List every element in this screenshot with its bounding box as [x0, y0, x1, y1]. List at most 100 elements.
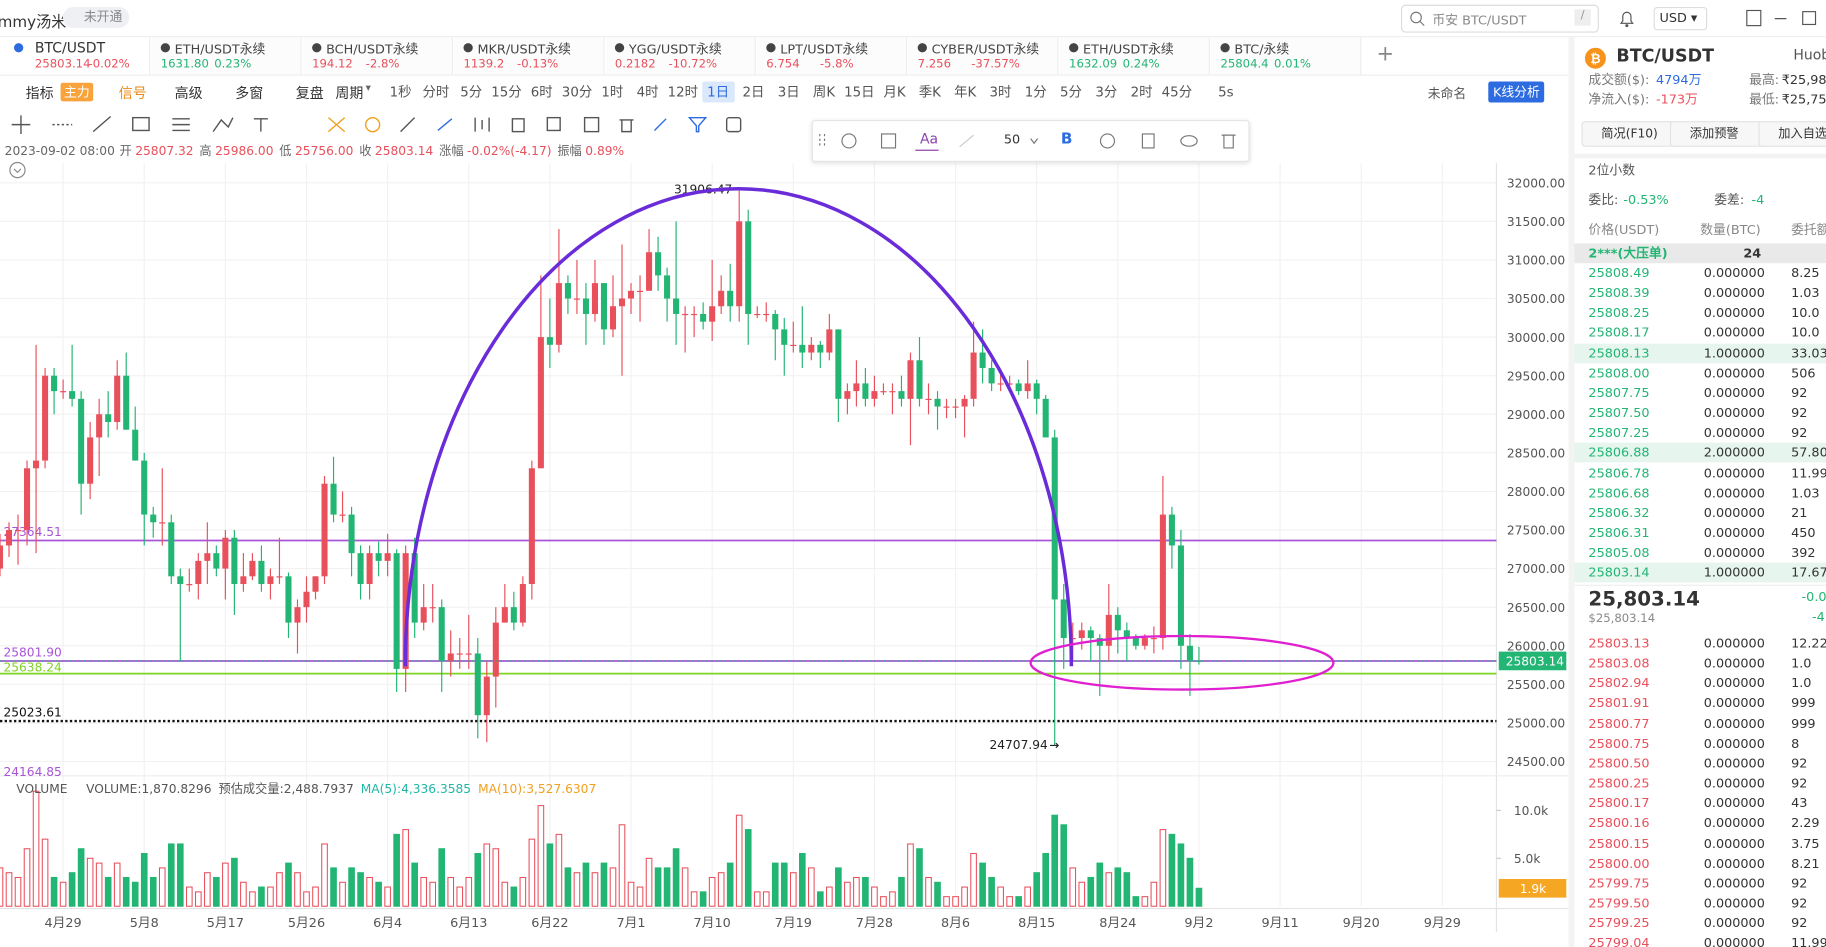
fl-line[interactable] [959, 134, 974, 148]
book-price[interactable]: 25799.25 [1588, 915, 1650, 931]
tab[interactable]: BCH/USDT永续 194.12 -2.8% [302, 37, 454, 75]
tool-rect[interactable] [132, 116, 150, 132]
period[interactable]: 3时 [989, 83, 1012, 101]
tool-delete[interactable] [619, 119, 634, 133]
tool-wave[interactable] [212, 117, 234, 133]
user-name[interactable]: mmy汤米 [0, 13, 67, 32]
book-price[interactable]: 25808.13 [1588, 345, 1650, 361]
book-price[interactable]: 25808.00 [1588, 365, 1650, 381]
period[interactable]: 2日 [742, 83, 765, 101]
period[interactable]: 5分 [1060, 83, 1082, 101]
panel-button[interactable]: 添加预警 [1669, 121, 1773, 147]
currency-select[interactable]: USD ▾ [1653, 6, 1708, 31]
badge[interactable]: 未开通 [62, 6, 130, 28]
fl-bold[interactable]: B [1060, 130, 1073, 148]
toolbar-right[interactable]: K线分析 [1488, 81, 1545, 103]
fl-size-arrow[interactable] [1030, 138, 1039, 145]
tool-sync[interactable] [725, 116, 742, 133]
period[interactable]: 季K [918, 83, 941, 101]
period[interactable]: 12时 [667, 83, 699, 101]
tab[interactable]: CYBER/USDT永续 7.256 -37.57% [908, 37, 1059, 75]
fl-font[interactable]: Aa [919, 130, 939, 147]
period[interactable]: 3分 [1095, 83, 1118, 101]
book-price[interactable]: 25800.00 [1588, 855, 1650, 871]
panel-button[interactable]: 简况(F10) [1581, 121, 1684, 147]
tab[interactable]: ETH/USDT永续 1631.80 0.23% [151, 37, 302, 75]
tab[interactable]: ETH/USDT永续 1632.09 0.24% [1059, 37, 1210, 75]
book-price[interactable]: 25800.17 [1588, 795, 1650, 811]
fl-visible[interactable] [1180, 135, 1198, 147]
precision[interactable]: 2位小数 [1588, 163, 1636, 179]
tool-ruler[interactable] [400, 117, 416, 133]
book-price[interactable]: 25801.91 [1588, 695, 1650, 712]
period[interactable]: 分时 [422, 83, 450, 101]
period[interactable]: 1时 [601, 83, 624, 101]
drag-handle[interactable] [819, 133, 826, 148]
tool-fib[interactable] [172, 118, 190, 132]
fl-template[interactable] [841, 133, 857, 149]
book-price[interactable]: 25806.31 [1588, 525, 1650, 541]
fl-lock[interactable] [1141, 133, 1155, 149]
book-price[interactable]: 25805.08 [1588, 545, 1650, 561]
tool-edit[interactable] [583, 116, 600, 133]
book-price[interactable]: 25800.75 [1588, 735, 1650, 752]
toolbar-item[interactable]: 指标 [25, 85, 54, 102]
tool-pen[interactable] [437, 118, 453, 131]
period[interactable]: 周K [812, 83, 836, 101]
book-price[interactable]: 25800.25 [1588, 775, 1650, 791]
fl-delete[interactable] [1221, 134, 1236, 149]
period[interactable]: 1分 [1024, 83, 1047, 101]
toolbar-right[interactable]: 未命名 [1427, 86, 1467, 102]
book-price[interactable]: 25800.77 [1588, 715, 1650, 732]
period[interactable]: 4时 [636, 83, 659, 101]
tool-copy[interactable] [546, 116, 561, 132]
period[interactable]: 30分 [561, 83, 593, 101]
fl-size[interactable]: 50 [1003, 131, 1021, 147]
period[interactable]: 2时 [1130, 83, 1153, 101]
book-price[interactable]: 25802.94 [1588, 675, 1650, 692]
book-price[interactable]: 25806.68 [1588, 485, 1650, 501]
book-price[interactable]: 25806.88 [1588, 445, 1650, 461]
bell-icon[interactable] [1616, 8, 1637, 29]
toolbar-item[interactable]: 主力 [60, 82, 94, 102]
period[interactable]: 5分 [460, 83, 483, 101]
tool-text[interactable] [253, 118, 268, 132]
tool-trend[interactable] [92, 115, 112, 133]
book-price[interactable]: 25807.50 [1588, 405, 1650, 421]
book-price[interactable]: 25808.17 [1588, 325, 1650, 341]
book-price[interactable]: 25799.75 [1588, 875, 1650, 891]
add-tab[interactable]: + [1376, 41, 1395, 67]
period[interactable]: 6时 [530, 83, 553, 101]
book-price[interactable]: 25800.16 [1588, 815, 1650, 831]
period[interactable]: 3日 [777, 83, 800, 101]
book-price[interactable]: 25803.14 [1588, 565, 1650, 581]
panel-button[interactable]: 加入自选 [1758, 121, 1826, 147]
tool-candle[interactable] [474, 117, 490, 132]
book-price[interactable]: 25808.49 [1588, 265, 1650, 281]
fl-settings[interactable] [1099, 133, 1116, 149]
toolbar-right[interactable]: 5s [1218, 83, 1234, 101]
period[interactable]: 15分 [491, 83, 522, 101]
period[interactable]: 15日 [844, 83, 875, 101]
book-price[interactable]: 25803.13 [1588, 635, 1650, 652]
book-price[interactable]: 25807.75 [1588, 385, 1650, 401]
book-price[interactable]: 25800.50 [1588, 755, 1650, 771]
collapse-icon[interactable] [9, 161, 26, 179]
tab[interactable]: BTC/USDT 25803.14 -0.02% [0, 37, 151, 75]
book-price[interactable]: 25799.04 [1588, 935, 1650, 947]
tab[interactable]: YGG/USDT永续 0.2182 -10.72% [605, 37, 756, 75]
search-box[interactable]: 币安 BTC/USDT / [1400, 4, 1599, 33]
period[interactable]: 1秒 [389, 83, 412, 101]
book-price[interactable]: 25807.25 [1588, 425, 1650, 441]
panel-divider[interactable] [1568, 37, 1575, 947]
book-price[interactable]: 25800.15 [1588, 835, 1650, 851]
tool-filter[interactable] [687, 116, 708, 133]
book-price[interactable]: 25808.39 [1588, 285, 1650, 301]
tool-crosshair[interactable] [11, 115, 31, 134]
period[interactable]: 年K [954, 83, 977, 101]
toolbar-item[interactable]: 信号 [118, 85, 147, 102]
window-icons[interactable] [1744, 8, 1826, 29]
book-price[interactable]: 25803.08 [1588, 655, 1650, 672]
period[interactable]: 1日 [701, 81, 735, 103]
tab[interactable]: MKR/USDT永续 1139.2 -0.13% [454, 37, 605, 75]
